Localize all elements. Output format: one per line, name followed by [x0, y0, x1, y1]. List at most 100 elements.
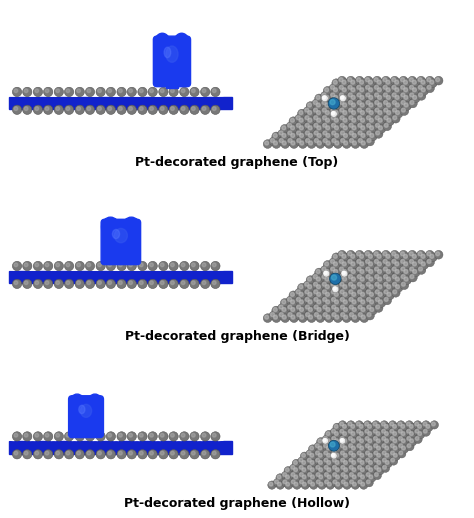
Circle shape [348, 311, 357, 320]
Circle shape [304, 137, 313, 146]
Circle shape [310, 475, 314, 479]
Circle shape [400, 107, 409, 116]
Circle shape [400, 273, 409, 282]
Circle shape [303, 114, 312, 123]
Circle shape [342, 298, 351, 307]
Circle shape [383, 78, 387, 82]
Circle shape [313, 130, 321, 138]
Circle shape [401, 425, 405, 428]
Circle shape [404, 88, 408, 92]
Circle shape [393, 453, 397, 457]
Circle shape [160, 107, 164, 110]
Circle shape [377, 283, 385, 292]
Circle shape [75, 279, 84, 289]
Circle shape [351, 432, 355, 436]
Circle shape [330, 442, 335, 447]
Circle shape [117, 105, 126, 114]
Circle shape [14, 451, 18, 455]
Circle shape [349, 313, 354, 316]
Circle shape [325, 445, 334, 453]
Circle shape [372, 435, 381, 443]
Circle shape [359, 283, 368, 292]
Circle shape [313, 275, 317, 279]
Circle shape [289, 117, 298, 125]
Circle shape [389, 450, 398, 458]
Circle shape [335, 446, 338, 450]
Circle shape [375, 100, 379, 105]
Circle shape [385, 117, 394, 125]
Circle shape [35, 281, 39, 284]
Circle shape [307, 124, 316, 133]
Circle shape [305, 123, 309, 127]
Circle shape [378, 126, 383, 130]
Circle shape [309, 134, 312, 137]
Circle shape [332, 437, 336, 440]
Circle shape [309, 445, 317, 453]
Circle shape [129, 107, 132, 110]
Circle shape [180, 450, 189, 459]
Circle shape [392, 430, 400, 439]
Circle shape [360, 132, 368, 141]
Circle shape [386, 95, 391, 99]
Circle shape [361, 292, 365, 296]
Circle shape [306, 276, 315, 284]
Circle shape [287, 137, 295, 146]
Circle shape [288, 123, 292, 127]
Circle shape [333, 306, 342, 315]
Circle shape [341, 102, 350, 110]
Circle shape [422, 421, 430, 429]
Circle shape [282, 479, 290, 487]
Circle shape [169, 279, 178, 289]
Circle shape [294, 475, 298, 479]
Circle shape [212, 107, 216, 110]
Circle shape [340, 116, 344, 120]
Circle shape [394, 283, 403, 292]
Circle shape [360, 88, 364, 92]
Circle shape [325, 103, 329, 107]
Circle shape [348, 422, 352, 426]
Circle shape [426, 425, 430, 428]
Circle shape [339, 435, 347, 443]
Circle shape [190, 431, 199, 441]
Circle shape [341, 423, 349, 431]
Circle shape [408, 423, 416, 431]
Circle shape [366, 275, 370, 279]
Circle shape [316, 277, 320, 281]
Circle shape [273, 134, 277, 137]
Circle shape [77, 281, 81, 284]
Circle shape [56, 89, 60, 93]
Circle shape [201, 262, 210, 270]
Circle shape [286, 296, 295, 305]
Circle shape [383, 466, 386, 469]
Circle shape [365, 266, 373, 275]
Circle shape [410, 439, 413, 443]
Circle shape [334, 103, 338, 107]
Circle shape [369, 111, 373, 114]
Circle shape [352, 126, 356, 130]
Circle shape [14, 107, 18, 110]
Circle shape [395, 80, 399, 84]
Circle shape [129, 89, 132, 93]
Circle shape [351, 124, 359, 133]
Circle shape [290, 464, 298, 472]
Circle shape [358, 430, 366, 439]
Circle shape [344, 308, 347, 311]
Circle shape [64, 87, 74, 96]
Bar [9, 270, 232, 283]
Circle shape [351, 262, 355, 266]
Circle shape [372, 428, 380, 436]
Circle shape [159, 431, 168, 441]
Circle shape [366, 108, 370, 112]
Circle shape [87, 281, 91, 284]
Ellipse shape [164, 47, 171, 57]
Circle shape [404, 277, 408, 281]
Circle shape [387, 103, 391, 107]
Circle shape [321, 99, 329, 108]
Circle shape [329, 99, 338, 108]
Circle shape [23, 105, 32, 114]
Circle shape [352, 277, 356, 281]
Circle shape [298, 109, 306, 118]
Circle shape [314, 297, 318, 301]
Circle shape [339, 85, 343, 89]
Circle shape [356, 273, 365, 282]
